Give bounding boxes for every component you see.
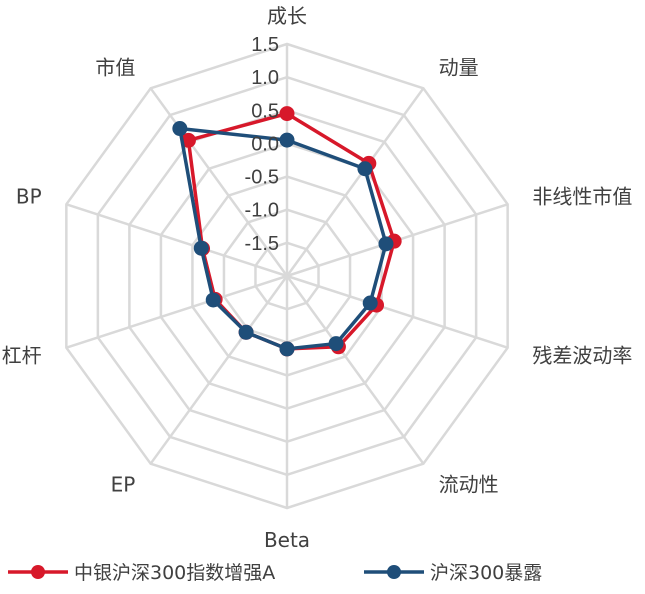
tick-label: -1.0 — [245, 200, 279, 222]
grid-spoke — [65, 274, 288, 349]
data-point — [378, 236, 394, 252]
radar-tick-labels: 1.5 1.0 0.5 0.0 -0.5 -1.0 -1.5 — [245, 34, 279, 255]
category-label: BP — [16, 184, 42, 208]
data-point — [328, 336, 344, 352]
grid-spoke — [285, 275, 425, 465]
series-1 — [172, 121, 394, 357]
data-point — [357, 161, 373, 177]
tick-label: 0.5 — [251, 100, 279, 122]
data-point — [193, 240, 209, 256]
category-label: 流动性 — [439, 473, 499, 497]
data-point — [172, 121, 188, 137]
legend-item-0: 中银沪深300指数增强A — [8, 562, 275, 584]
category-label: Beta — [264, 528, 310, 552]
radar-grid — [65, 42, 509, 510]
data-point — [205, 292, 221, 308]
data-point — [279, 132, 295, 148]
tick-label: 1.5 — [251, 34, 279, 56]
grid-spoke — [286, 274, 509, 349]
tick-label: 0.0 — [251, 133, 279, 155]
tick-label: -0.5 — [245, 167, 279, 189]
legend: 中银沪深300指数增强A 沪深300暴露 — [8, 562, 542, 584]
legend-marker — [31, 565, 45, 579]
category-label: 杠杆 — [2, 344, 42, 368]
data-point — [279, 106, 295, 122]
grid-spoke — [149, 275, 289, 465]
legend-label: 沪深300暴露 — [430, 562, 542, 584]
grid-spoke — [285, 87, 425, 277]
category-label: EP — [111, 473, 136, 497]
category-label: 残差波动率 — [532, 344, 632, 368]
data-point — [362, 295, 378, 311]
legend-item-1: 沪深300暴露 — [364, 562, 542, 584]
category-label: 成长 — [267, 4, 307, 28]
category-label: 动量 — [439, 55, 479, 79]
category-label: 非线性市值 — [532, 184, 632, 208]
series-line — [178, 126, 388, 351]
tick-label: 1.0 — [251, 67, 279, 89]
radar-series — [172, 106, 402, 357]
data-point — [279, 341, 295, 357]
data-point — [238, 324, 254, 340]
grid-spoke — [149, 87, 289, 277]
legend-marker — [387, 565, 401, 579]
legend-label: 中银沪深300指数增强A — [74, 562, 275, 584]
grid-spoke — [65, 203, 288, 278]
category-label: 市值 — [95, 55, 135, 79]
tick-label: -1.5 — [245, 233, 279, 255]
